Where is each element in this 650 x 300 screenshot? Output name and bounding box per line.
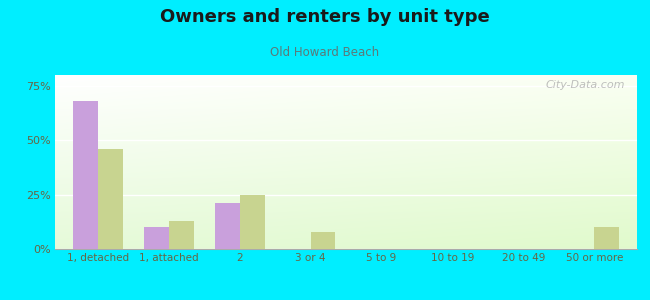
Bar	[240, 195, 265, 249]
Text: Owners and renters by unit type: Owners and renters by unit type	[160, 8, 490, 26]
Bar	[215, 203, 240, 249]
Bar	[98, 149, 123, 249]
Bar	[311, 232, 335, 249]
Bar	[595, 227, 619, 249]
Bar	[169, 221, 194, 249]
Text: Old Howard Beach: Old Howard Beach	[270, 46, 380, 59]
Text: City-Data.com: City-Data.com	[546, 80, 625, 90]
Bar	[73, 101, 98, 249]
Bar	[144, 227, 169, 249]
